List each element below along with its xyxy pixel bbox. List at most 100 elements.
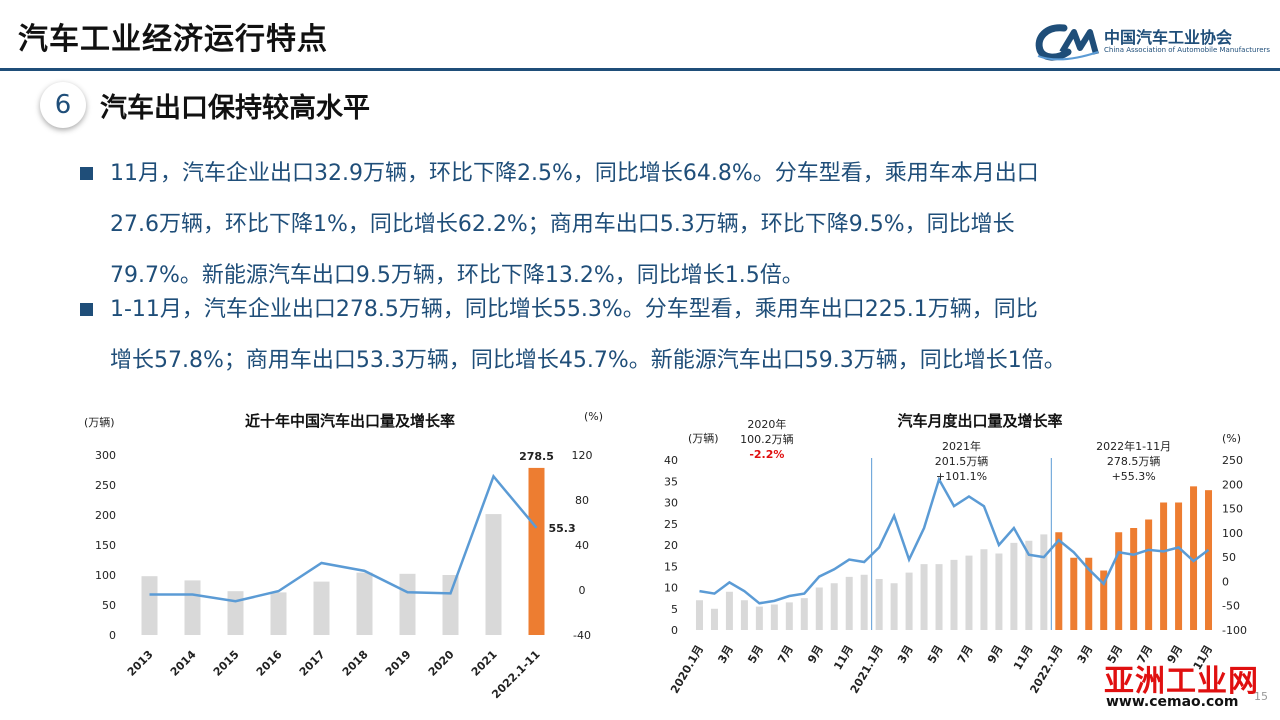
chart-title: 汽车月度出口量及增长率 xyxy=(897,412,1062,430)
left-axis-tick: 200 xyxy=(95,509,116,522)
left-axis-unit: (万辆) xyxy=(84,415,115,429)
bar xyxy=(485,514,502,635)
annotation-text: 2022年1-11月 xyxy=(1096,439,1171,453)
bar xyxy=(184,580,201,635)
annual-export-chart: 近十年中国汽车出口量及增长率 (万辆) (%) 0 50 100 150 200 250 3… xyxy=(84,410,603,701)
x-axis-tick: 7月 xyxy=(955,643,976,666)
bar xyxy=(1085,557,1093,630)
x-axis-tick: 2015 xyxy=(211,648,242,679)
x-axis-tick: 2021 xyxy=(469,648,500,679)
page-number: 15 xyxy=(1254,690,1268,703)
bar xyxy=(1145,519,1153,630)
bar xyxy=(528,467,545,635)
bar xyxy=(1070,557,1078,630)
bar xyxy=(860,574,868,630)
annotation-text: +55.3% xyxy=(1112,470,1156,483)
bar xyxy=(695,600,703,630)
bar xyxy=(1010,542,1018,630)
section-title: 汽车出口保持较高水平 xyxy=(100,93,370,124)
left-axis-tick: 10 xyxy=(664,582,678,595)
bar xyxy=(1130,528,1138,630)
bar xyxy=(935,564,943,630)
rate-value-label: 55.3 xyxy=(549,522,576,535)
right-axis-tick: -40 xyxy=(573,629,591,642)
bar xyxy=(830,583,838,630)
bar xyxy=(770,604,778,630)
left-axis-tick: 15 xyxy=(664,560,678,573)
bullet-item-1: 11月，汽车企业出口32.9万辆，环比下降2.5%，同比增长64.8%。分车型看… xyxy=(80,148,1260,301)
annotation-text: 2020年 xyxy=(747,417,786,431)
bar xyxy=(1205,490,1213,630)
x-axis-tick: 2013 xyxy=(125,648,156,679)
bar xyxy=(995,553,1003,630)
left-axis-tick: 0 xyxy=(671,624,678,637)
left-axis-tick: 20 xyxy=(664,539,678,552)
monthly-export-chart: 汽车月度出口量及增长率 (万辆) (%) 0 5 10 15 20 25 30 35 40 -10… xyxy=(664,412,1247,696)
bullet-line: 增长57.8%；商用车出口53.3万辆，同比增长45.7%。新能源汽车出口59.… xyxy=(110,348,1066,373)
bar xyxy=(313,581,330,635)
x-axis-tick: 5月 xyxy=(925,643,946,666)
bar xyxy=(755,606,763,630)
x-axis-tick: 2019 xyxy=(383,648,414,679)
x-axis-tick: 5月 xyxy=(745,643,766,666)
x-axis-tick: 2018 xyxy=(340,648,371,679)
bar xyxy=(141,576,158,635)
bar xyxy=(1190,486,1198,630)
left-axis-tick: 50 xyxy=(102,599,116,612)
x-axis-tick: 2020.1月 xyxy=(668,643,706,696)
x-axis-tick: 2016 xyxy=(254,648,285,679)
bullet-line: 27.6万辆，环比下降1%，同比增长62.2%；商用车出口5.3万辆，环比下降9… xyxy=(110,212,1015,237)
bar xyxy=(785,602,793,630)
annotation-growth: -2.2% xyxy=(749,448,784,461)
bullet-line: 79.7%。新能源汽车出口9.5万辆，环比下降13.2%，同比增长1.5倍。 xyxy=(110,263,804,288)
annotation-text: 201.5万辆 xyxy=(935,454,989,468)
bullet-line: 11月，汽车企业出口32.9万辆，环比下降2.5%，同比增长64.8%。分车型看… xyxy=(110,161,1039,186)
left-axis-tick: 5 xyxy=(671,603,678,616)
bar xyxy=(1175,502,1183,630)
square-bullet-icon xyxy=(80,167,93,180)
bar xyxy=(1160,502,1168,630)
bar xyxy=(875,579,883,630)
x-axis-tick: 11月 xyxy=(1011,643,1035,672)
bullet-item-2: 1-11月，汽车企业出口278.5万辆，同比增长55.3%。分车型看，乘用车出口… xyxy=(80,284,1260,386)
bar xyxy=(920,564,928,630)
x-axis-tick: 3月 xyxy=(895,643,916,666)
right-axis-tick: 200 xyxy=(1222,478,1243,491)
x-axis-tick: 9月 xyxy=(985,643,1006,666)
chart-title: 近十年中国汽车出口量及增长率 xyxy=(245,412,455,430)
section-number-badge: 6 xyxy=(40,82,86,128)
left-axis-tick: 40 xyxy=(664,454,678,467)
bar xyxy=(950,559,958,630)
right-axis-tick: 80 xyxy=(575,494,589,507)
x-axis-tick: 7月 xyxy=(775,643,796,666)
right-axis-tick: 100 xyxy=(1222,527,1243,540)
left-axis-tick: 250 xyxy=(95,479,116,492)
annotation-text: 2021年 xyxy=(942,439,981,453)
x-axis-tick: 3月 xyxy=(1075,643,1096,666)
left-axis-unit: (万辆) xyxy=(688,431,719,445)
bar xyxy=(905,572,913,630)
watermark-url: www.cemao.com xyxy=(1106,694,1239,710)
left-axis-tick: 35 xyxy=(664,475,678,488)
x-axis-tick: 9月 xyxy=(805,643,826,666)
left-axis-tick: 300 xyxy=(95,449,116,462)
bar xyxy=(1115,532,1123,630)
bar xyxy=(965,555,973,630)
bar xyxy=(890,583,898,630)
bar xyxy=(845,576,853,630)
logo-name-cn: 中国汽车工业协会 xyxy=(1104,28,1233,47)
left-axis-tick: 30 xyxy=(664,497,678,510)
right-axis-unit: (%) xyxy=(584,410,603,423)
x-axis-tick: 3月 xyxy=(715,643,736,666)
bar xyxy=(399,573,416,635)
annotation-text: 278.5万辆 xyxy=(1107,454,1161,468)
growth-rate-line xyxy=(699,476,1210,605)
bar xyxy=(800,598,808,630)
right-axis-tick: 40 xyxy=(575,539,589,552)
left-axis-tick: 0 xyxy=(109,629,116,642)
right-axis-tick: 120 xyxy=(572,449,593,462)
bar-value-label: 278.5 xyxy=(519,450,554,463)
bar xyxy=(725,591,733,630)
x-axis-tick: 2017 xyxy=(297,648,328,679)
logo-name-en: China Association of Automobile Manufact… xyxy=(1104,46,1271,54)
